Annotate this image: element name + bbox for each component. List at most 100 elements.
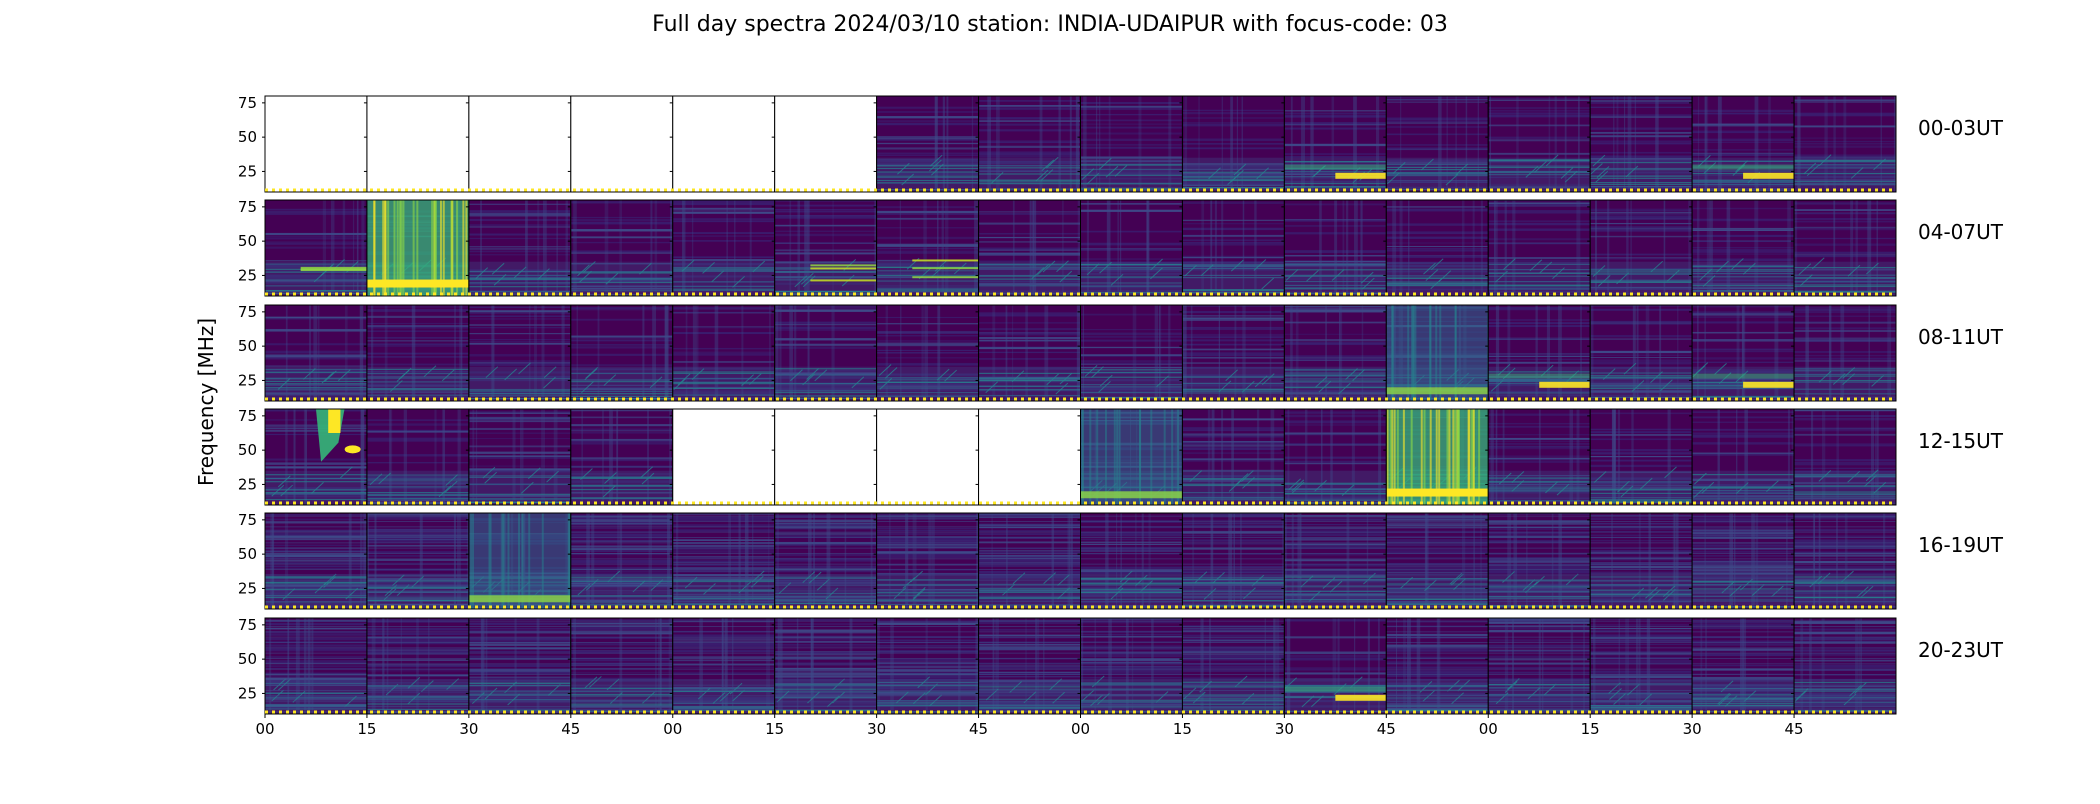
spectrogram-panel [1485, 409, 1590, 505]
spectrogram-panel [1485, 200, 1590, 296]
y-tick-label: 50 [238, 337, 257, 355]
spectrogram-panel [364, 305, 469, 401]
spectrogram-panel [1791, 305, 1896, 402]
spectrogram-panel [1281, 618, 1386, 714]
y-tick-label: 25 [238, 579, 257, 597]
spectrogram-panel [1078, 305, 1183, 401]
spectrogram-panel [772, 513, 877, 610]
spectrogram-panel [772, 618, 877, 714]
spectrogram-panel [466, 618, 572, 714]
spectrogram-panel [262, 200, 367, 296]
spectrogram-panel [1791, 513, 1896, 611]
x-tick-label: 15 [357, 720, 376, 738]
y-tick-label: 25 [238, 371, 257, 389]
x-tick-label: 30 [1683, 720, 1702, 738]
spectrogram-panel [1689, 305, 1794, 402]
spectrogram-panel [1383, 200, 1488, 296]
spectrogram-panel [1078, 409, 1183, 505]
spectrogram-panel [466, 96, 571, 192]
spectrogram-panel [568, 409, 673, 507]
spectrogram-panel [364, 409, 469, 505]
spectrogram-panel [976, 618, 1081, 714]
spectrogram-panel [1485, 96, 1590, 192]
spectrogram-panel [1383, 513, 1488, 609]
spectrogram-panel [976, 513, 1081, 609]
spectrogram-panel [670, 409, 775, 505]
spectrogram-panel [1179, 96, 1284, 192]
spectrogram-panel [1689, 409, 1794, 505]
x-tick-label: 15 [1173, 720, 1192, 738]
x-tick-label: 30 [459, 720, 478, 738]
y-tick-label: 75 [238, 407, 257, 425]
row-label: 00-03UT [1918, 116, 2003, 140]
spectrogram-panel [976, 200, 1081, 296]
spectrogram-panel [874, 200, 979, 296]
spectrogram-panel [568, 513, 673, 610]
spectrogram-panel [1485, 513, 1591, 609]
spectrogram-panel [1179, 305, 1284, 402]
spectrogram-panel [364, 96, 469, 192]
spectra-row-00-03ut: 25 50 75 [238, 94, 1896, 193]
spectrogram-panel [1281, 96, 1386, 193]
y-tick-label: 25 [238, 684, 257, 702]
x-tick-label: 00 [255, 720, 274, 738]
spectrogram-panel [1383, 618, 1488, 715]
spectrogram-panel [976, 96, 1081, 192]
x-tick-label: 45 [969, 720, 988, 738]
spectrogram-panel [1791, 618, 1896, 714]
spectrogram-panel [1281, 513, 1386, 609]
spectrogram-panel [1281, 409, 1386, 506]
y-tick-label: 50 [238, 441, 257, 459]
y-axis-label: Frequency [MHz] [194, 318, 218, 486]
spectrogram-panel [976, 409, 1081, 505]
spectrogram-panel [466, 513, 572, 611]
spectrogram-panel [976, 305, 1081, 401]
spectrogram-panel [874, 305, 979, 401]
spectrogram-panel [670, 305, 775, 402]
spectrogram-panel [1179, 513, 1285, 611]
y-tick-label: 50 [238, 232, 257, 250]
spectrogram-panel [1689, 200, 1794, 297]
spectrogram-panel [772, 305, 877, 401]
spectrogram-panel [1383, 409, 1488, 505]
row-label: 12-15UT [1918, 429, 2003, 453]
y-tick-label: 75 [238, 198, 257, 216]
x-tick-label: 30 [867, 720, 886, 738]
y-tick-label: 25 [238, 162, 257, 180]
spectrogram-panel [466, 200, 571, 296]
spectrogram-panel [670, 513, 775, 609]
spectrogram-panel [1179, 200, 1284, 297]
x-tick-label: 45 [561, 720, 580, 738]
spectrogram-panel [262, 409, 367, 505]
y-tick-label: 50 [238, 545, 257, 563]
y-tick-label: 25 [238, 475, 257, 493]
y-tick-label: 75 [238, 94, 257, 112]
spectrogram-panel [1485, 305, 1590, 401]
spectrogram-panel [1078, 96, 1183, 192]
x-tick-label: 45 [1785, 720, 1804, 738]
row-label: 08-11UT [1918, 325, 2003, 349]
spectrogram-panel [1485, 618, 1590, 715]
spectrogram-panel [1689, 513, 1794, 609]
spectrogram-panel [1791, 409, 1896, 505]
spectrogram-panel [670, 618, 775, 715]
spectrogram-panel [874, 96, 981, 192]
spectrogram-panel [1179, 409, 1284, 505]
y-tick-label: 50 [238, 128, 257, 146]
spectrogram-panel [262, 618, 367, 714]
spectrogram-panel [1689, 96, 1794, 192]
spectrogram-panel [364, 513, 470, 609]
spectrogram-panel [874, 618, 979, 715]
row-label: 04-07UT [1918, 220, 2003, 244]
spectrogram-panel [670, 96, 775, 192]
spectrogram-panel [1587, 409, 1692, 505]
spectrogram-panel [1587, 96, 1692, 192]
spectrogram-panel [1078, 200, 1183, 297]
spectrogram-panel [1078, 513, 1183, 610]
